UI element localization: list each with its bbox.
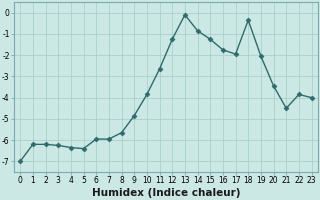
X-axis label: Humidex (Indice chaleur): Humidex (Indice chaleur) [92, 188, 240, 198]
